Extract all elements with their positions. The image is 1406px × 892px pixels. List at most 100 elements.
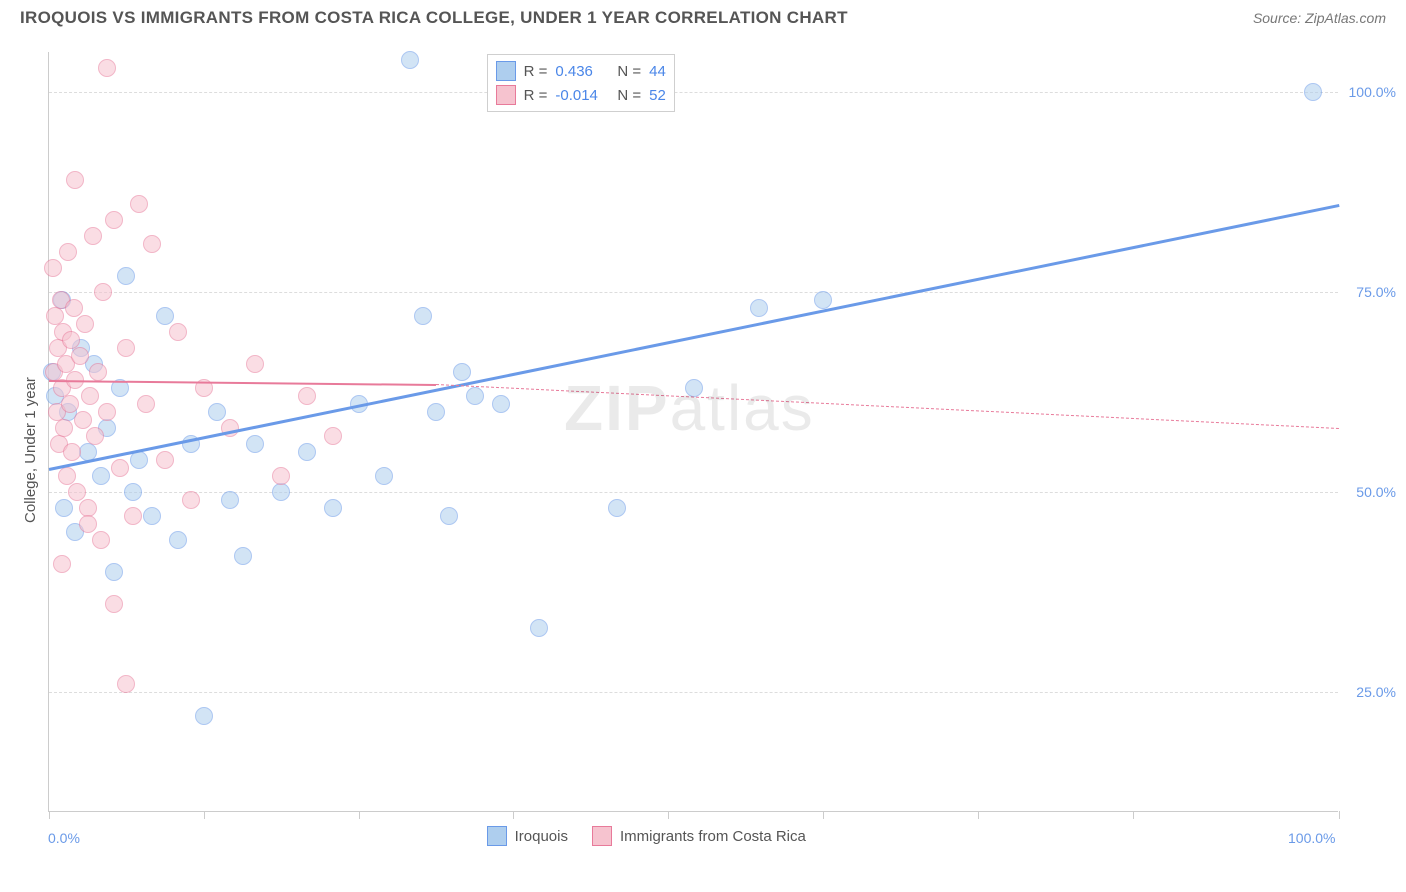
data-point bbox=[143, 507, 161, 525]
data-point bbox=[105, 595, 123, 613]
gridline bbox=[49, 292, 1338, 293]
gridline bbox=[49, 492, 1338, 493]
data-point bbox=[246, 435, 264, 453]
data-point bbox=[208, 403, 226, 421]
data-point bbox=[608, 499, 626, 517]
x-tick bbox=[668, 811, 669, 819]
data-point bbox=[89, 363, 107, 381]
legend-correlation-box: R = 0.436N = 44R = -0.014N = 52 bbox=[487, 54, 675, 112]
data-point bbox=[414, 307, 432, 325]
data-point bbox=[92, 467, 110, 485]
data-point bbox=[124, 483, 142, 501]
x-axis-min-label: 0.0% bbox=[48, 830, 80, 846]
data-point bbox=[298, 443, 316, 461]
data-point bbox=[324, 427, 342, 445]
y-axis-label: College, Under 1 year bbox=[22, 377, 39, 523]
data-point bbox=[98, 403, 116, 421]
y-tick-label: 50.0% bbox=[1356, 484, 1396, 500]
y-tick-label: 75.0% bbox=[1356, 284, 1396, 300]
data-point bbox=[65, 299, 83, 317]
legend-series: Iroquois Immigrants from Costa Rica bbox=[487, 826, 806, 846]
x-tick bbox=[204, 811, 205, 819]
source-label: Source: ZipAtlas.com bbox=[1253, 10, 1386, 26]
y-tick-label: 25.0% bbox=[1356, 684, 1396, 700]
data-point bbox=[750, 299, 768, 317]
data-point bbox=[81, 387, 99, 405]
data-point bbox=[55, 419, 73, 437]
x-tick bbox=[1339, 811, 1340, 819]
data-point bbox=[98, 59, 116, 77]
x-tick bbox=[359, 811, 360, 819]
data-point bbox=[530, 619, 548, 637]
data-point bbox=[66, 171, 84, 189]
data-point bbox=[117, 675, 135, 693]
data-point bbox=[182, 491, 200, 509]
trend-line bbox=[49, 380, 436, 386]
data-point bbox=[453, 363, 471, 381]
data-point bbox=[492, 395, 510, 413]
data-point bbox=[94, 283, 112, 301]
data-point bbox=[58, 467, 76, 485]
trend-line bbox=[49, 204, 1340, 471]
x-tick bbox=[823, 811, 824, 819]
data-point bbox=[324, 499, 342, 517]
data-point bbox=[440, 507, 458, 525]
data-point bbox=[169, 531, 187, 549]
data-point bbox=[61, 395, 79, 413]
data-point bbox=[74, 411, 92, 429]
data-point bbox=[111, 459, 129, 477]
data-point bbox=[195, 707, 213, 725]
data-point bbox=[44, 259, 62, 277]
data-point bbox=[272, 483, 290, 501]
data-point bbox=[169, 323, 187, 341]
data-point bbox=[427, 403, 445, 421]
data-point bbox=[375, 467, 393, 485]
data-point bbox=[59, 243, 77, 261]
trend-line bbox=[436, 384, 1339, 429]
legend-swatch bbox=[487, 826, 507, 846]
data-point bbox=[117, 267, 135, 285]
data-point bbox=[298, 387, 316, 405]
data-point bbox=[814, 291, 832, 309]
x-tick bbox=[513, 811, 514, 819]
legend-item: Immigrants from Costa Rica bbox=[592, 826, 806, 846]
header-bar: IROQUOIS VS IMMIGRANTS FROM COSTA RICA C… bbox=[0, 0, 1406, 32]
data-point bbox=[272, 467, 290, 485]
gridline bbox=[49, 92, 1338, 93]
data-point bbox=[86, 427, 104, 445]
x-tick bbox=[978, 811, 979, 819]
data-point bbox=[92, 531, 110, 549]
data-point bbox=[79, 515, 97, 533]
data-point bbox=[130, 195, 148, 213]
data-point bbox=[1304, 83, 1322, 101]
chart-title: IROQUOIS VS IMMIGRANTS FROM COSTA RICA C… bbox=[20, 8, 848, 28]
data-point bbox=[401, 51, 419, 69]
data-point bbox=[137, 395, 155, 413]
data-point bbox=[53, 555, 71, 573]
data-point bbox=[68, 483, 86, 501]
legend-swatch bbox=[592, 826, 612, 846]
data-point bbox=[685, 379, 703, 397]
data-point bbox=[234, 547, 252, 565]
data-point bbox=[63, 443, 81, 461]
gridline bbox=[49, 692, 1338, 693]
legend-item: Iroquois bbox=[487, 826, 568, 846]
data-point bbox=[76, 315, 94, 333]
legend-row: R = 0.436N = 44 bbox=[496, 59, 666, 83]
legend-swatch bbox=[496, 61, 516, 81]
data-point bbox=[156, 307, 174, 325]
legend-swatch bbox=[496, 85, 516, 105]
data-point bbox=[84, 227, 102, 245]
data-point bbox=[156, 451, 174, 469]
x-tick bbox=[49, 811, 50, 819]
data-point bbox=[105, 211, 123, 229]
data-point bbox=[466, 387, 484, 405]
data-point bbox=[246, 355, 264, 373]
legend-row: R = -0.014N = 52 bbox=[496, 83, 666, 107]
data-point bbox=[55, 499, 73, 517]
data-point bbox=[71, 347, 89, 365]
data-point bbox=[105, 563, 123, 581]
data-point bbox=[221, 491, 239, 509]
legend-label: Immigrants from Costa Rica bbox=[620, 828, 806, 845]
x-axis-max-label: 100.0% bbox=[1288, 830, 1335, 846]
